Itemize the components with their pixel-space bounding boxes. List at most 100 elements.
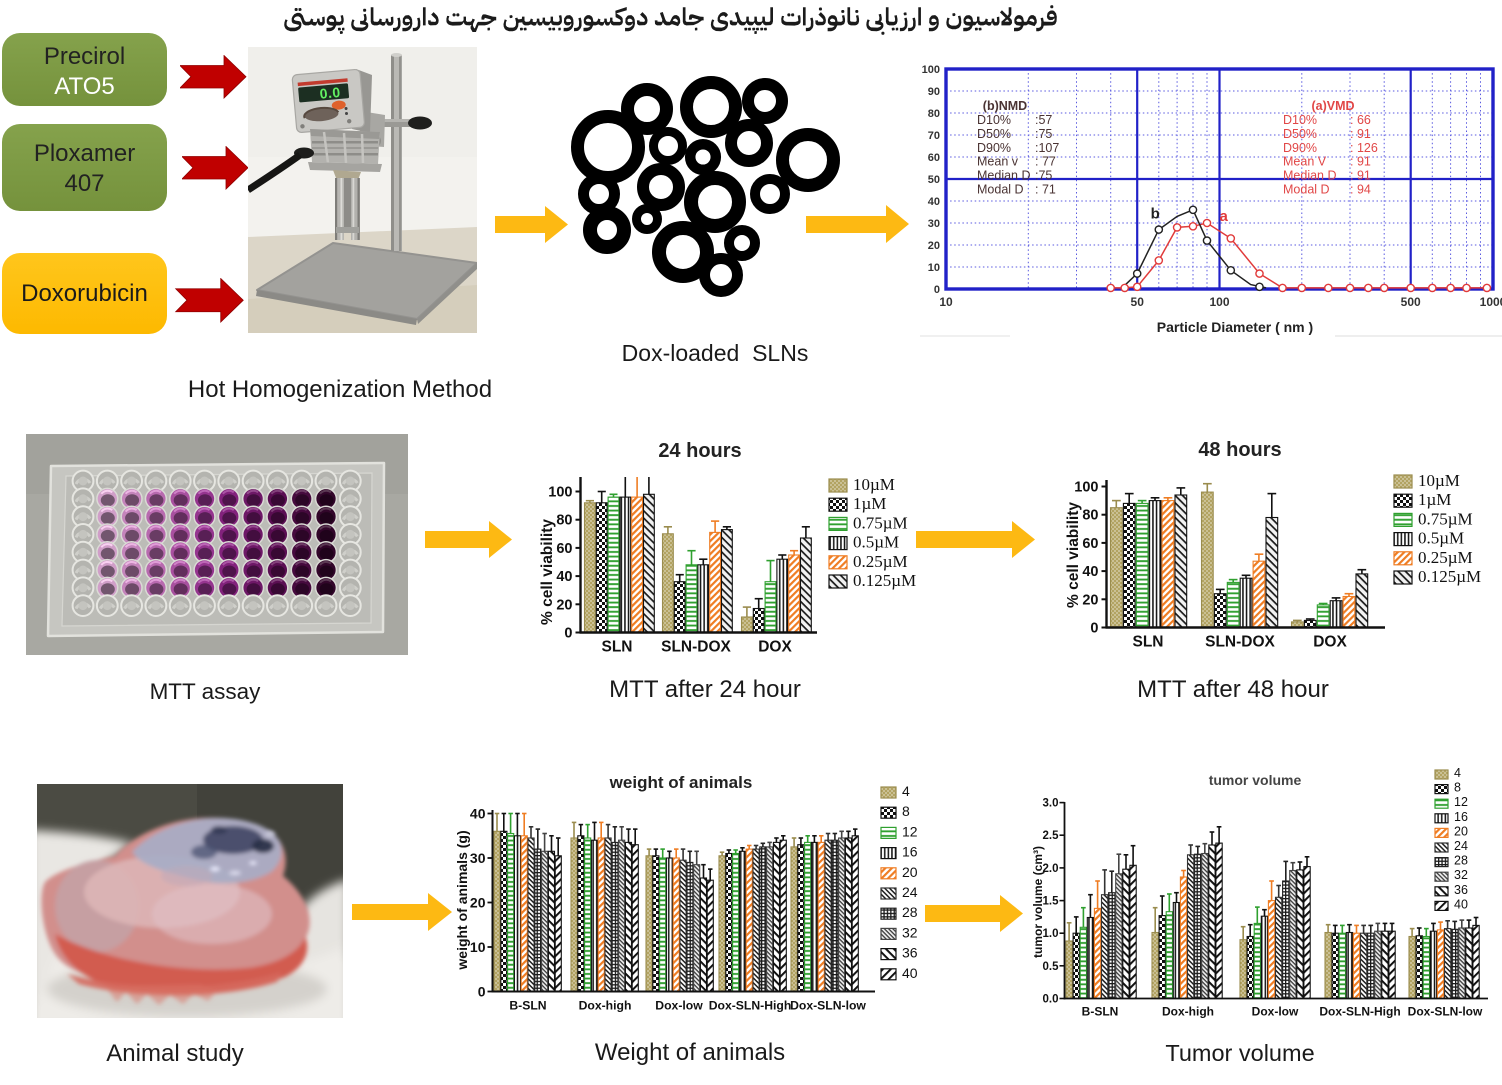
svg-text:SLN: SLN	[602, 639, 633, 656]
svg-text:D50%: D50%	[1283, 127, 1317, 141]
svg-text:40: 40	[928, 196, 940, 208]
svg-text:10: 10	[928, 262, 940, 274]
svg-text:100: 100	[1074, 480, 1098, 496]
svg-text:60: 60	[928, 152, 940, 164]
svg-text:80: 80	[1082, 508, 1098, 524]
svg-text:0.0: 0.0	[1043, 994, 1059, 1006]
svg-text:SLN-DOX: SLN-DOX	[661, 639, 731, 656]
svg-text::107: :107	[1035, 141, 1059, 155]
svg-text:50: 50	[1131, 295, 1145, 309]
svg-text:D90%: D90%	[977, 141, 1011, 155]
svg-text:2.5: 2.5	[1043, 830, 1060, 842]
svg-text:SLN: SLN	[1133, 634, 1164, 651]
svg-text:32: 32	[902, 924, 918, 940]
svg-text:36: 36	[1454, 883, 1468, 897]
svg-text:D10%: D10%	[977, 113, 1011, 127]
svg-text::75: :75	[1035, 169, 1052, 183]
svg-text:Dox-SLN-High: Dox-SLN-High	[1319, 1005, 1400, 1019]
svg-text:20: 20	[902, 864, 918, 880]
svg-text:Dox-SLN-High: Dox-SLN-High	[709, 999, 792, 1013]
svg-text:DOX: DOX	[758, 639, 792, 656]
svg-text:24: 24	[902, 884, 918, 900]
svg-text:Particle Diameter ( nm ): Particle Diameter ( nm )	[1157, 319, 1313, 335]
svg-text::75: :75	[1035, 127, 1052, 141]
svg-text:8: 8	[1454, 781, 1461, 795]
svg-text:D90%: D90%	[1283, 141, 1317, 155]
svg-text:: 94: : 94	[1350, 183, 1371, 197]
svg-text:50: 50	[928, 174, 940, 186]
svg-text:32: 32	[1454, 868, 1468, 882]
svg-text:16: 16	[1454, 810, 1468, 824]
svg-text:80: 80	[556, 513, 572, 529]
svg-text:36: 36	[902, 945, 918, 961]
svg-text:16: 16	[902, 844, 918, 860]
svg-text:20: 20	[928, 240, 940, 252]
svg-text:tumor volume (cm³): tumor volume (cm³)	[1031, 846, 1045, 958]
svg-text:10: 10	[470, 939, 486, 955]
svg-text:20: 20	[1082, 592, 1098, 608]
svg-text:D10%: D10%	[1283, 113, 1317, 127]
svg-text:40: 40	[556, 569, 572, 585]
svg-text:SLN-DOX: SLN-DOX	[1205, 634, 1275, 651]
svg-text:4: 4	[1454, 766, 1461, 780]
svg-text:0.75µM: 0.75µM	[1418, 509, 1473, 528]
svg-text:0.25µM: 0.25µM	[1418, 548, 1473, 567]
svg-text:70: 70	[928, 130, 940, 142]
svg-text:48 hours: 48 hours	[1198, 440, 1281, 461]
svg-text:0.125µM: 0.125µM	[1418, 567, 1481, 586]
svg-text:40: 40	[1454, 897, 1468, 911]
svg-text::57: :57	[1035, 113, 1052, 127]
svg-text:B-SLN: B-SLN	[509, 999, 546, 1013]
svg-text:8: 8	[902, 803, 910, 819]
svg-text:2.0: 2.0	[1043, 863, 1059, 875]
svg-text:10µM: 10µM	[853, 475, 895, 494]
svg-text:Dox-low: Dox-low	[1252, 1005, 1299, 1019]
svg-text:1.0: 1.0	[1043, 928, 1059, 940]
svg-text:0.5µM: 0.5µM	[853, 533, 899, 552]
svg-text:b: b	[1151, 206, 1160, 223]
svg-text:Dox-SLN-low: Dox-SLN-low	[1408, 1005, 1483, 1019]
svg-text:40: 40	[1082, 564, 1098, 580]
svg-text:0.75µM: 0.75µM	[853, 513, 908, 532]
svg-text:0.0: 0.0	[319, 84, 341, 102]
svg-text:10: 10	[939, 295, 953, 309]
svg-text:20: 20	[470, 895, 486, 911]
svg-text:Modal D: Modal D	[1283, 183, 1330, 197]
svg-text:D50%: D50%	[977, 127, 1011, 141]
svg-text:90: 90	[928, 86, 940, 98]
svg-text:10µM: 10µM	[1418, 471, 1460, 490]
svg-text:20: 20	[556, 597, 572, 613]
svg-text:DOX: DOX	[1313, 634, 1347, 651]
svg-text:weight of animals: weight of animals	[609, 773, 753, 792]
svg-text:0: 0	[934, 284, 940, 296]
svg-text:30: 30	[928, 218, 940, 230]
svg-text:0.125µM: 0.125µM	[853, 571, 916, 590]
svg-text:100: 100	[922, 64, 940, 76]
svg-text:Dox-high: Dox-high	[1162, 1005, 1214, 1019]
svg-text:1µM: 1µM	[1418, 490, 1451, 509]
svg-text:100: 100	[1209, 295, 1229, 309]
svg-text:% cell viability: % cell viability	[539, 519, 556, 625]
svg-text:: 66: : 66	[1350, 113, 1371, 127]
svg-text:3.0: 3.0	[1043, 798, 1059, 810]
svg-text:Mean v: Mean v	[977, 155, 1019, 169]
svg-text:4: 4	[902, 783, 910, 799]
svg-text:40: 40	[902, 965, 918, 981]
svg-text:12: 12	[902, 823, 918, 839]
svg-text:28: 28	[1454, 854, 1468, 868]
svg-text:0.25µM: 0.25µM	[853, 552, 908, 571]
svg-text:80: 80	[928, 108, 940, 120]
svg-text:: 71: : 71	[1035, 183, 1056, 197]
svg-text:1µM: 1µM	[853, 494, 886, 513]
svg-text:% cell viability: % cell viability	[1065, 502, 1082, 608]
svg-text:12: 12	[1454, 795, 1468, 809]
svg-text:40: 40	[470, 806, 486, 822]
svg-text:B-SLN: B-SLN	[1082, 1005, 1119, 1019]
svg-text:60: 60	[556, 541, 572, 557]
svg-text:100: 100	[548, 485, 572, 501]
svg-text:Mean V: Mean V	[1283, 155, 1327, 169]
svg-text:: 77: : 77	[1035, 155, 1056, 169]
svg-text:30: 30	[470, 850, 486, 866]
svg-text:500: 500	[1401, 295, 1421, 309]
svg-text:Dox-low: Dox-low	[655, 999, 703, 1013]
